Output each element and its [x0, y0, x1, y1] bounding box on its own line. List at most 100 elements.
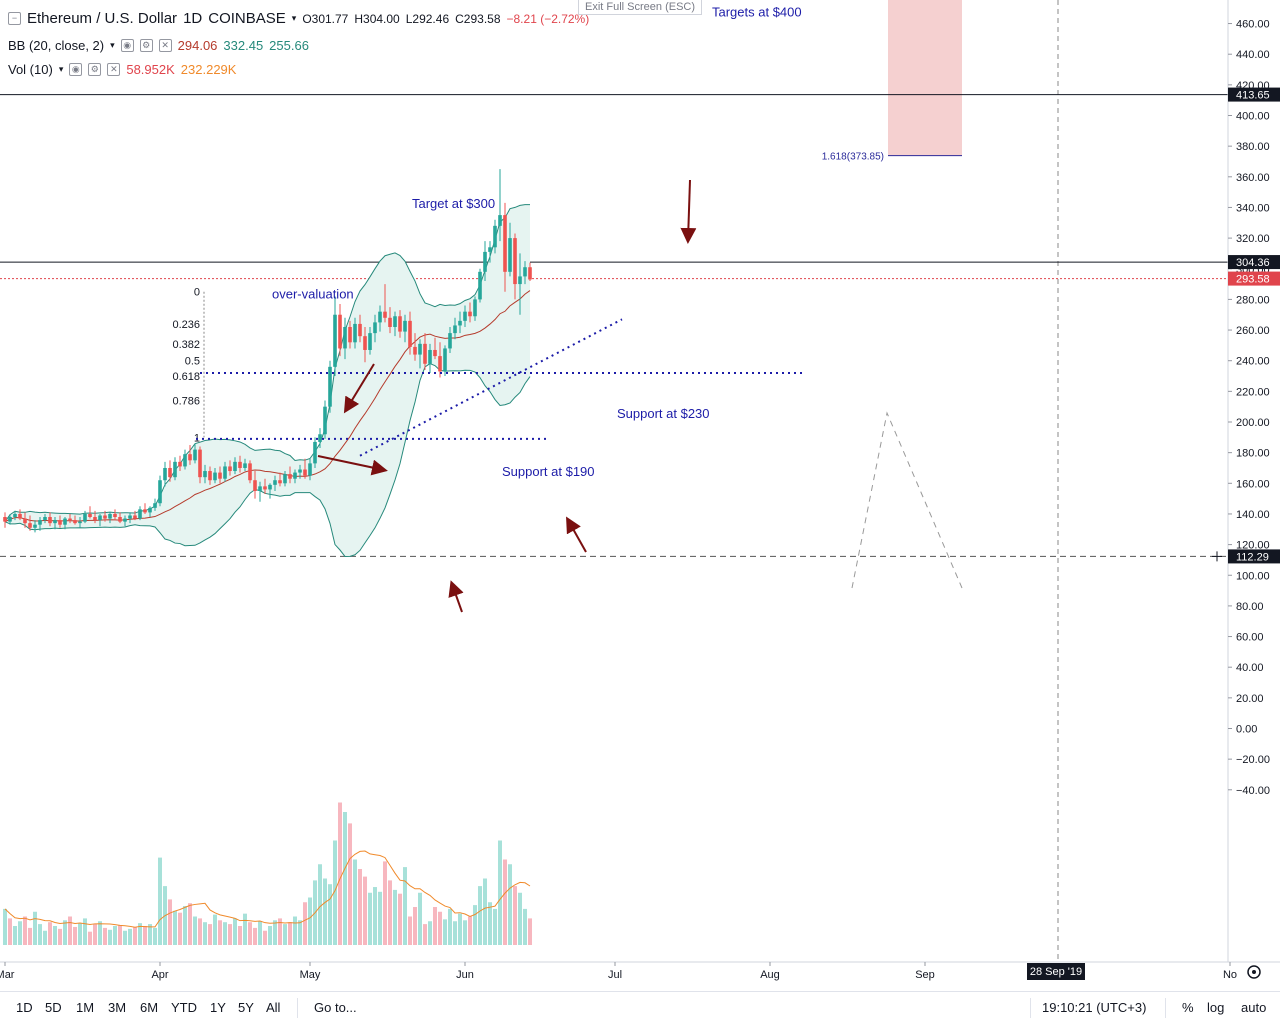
- volume-bar: [448, 908, 452, 945]
- bollinger-mid-line: [4, 290, 531, 523]
- price-tick-label: 140.00: [1236, 509, 1270, 521]
- crosshair-date-badge: [1027, 963, 1085, 980]
- clock-display[interactable]: 19:10:21 (UTC+3): [1042, 1000, 1147, 1015]
- volume-bar: [498, 840, 502, 945]
- candle-body: [123, 518, 127, 522]
- eye-icon[interactable]: ◉: [69, 63, 83, 76]
- candle: [373, 314, 377, 343]
- candle: [193, 443, 197, 464]
- volume-bar: [13, 926, 17, 945]
- candle: [108, 512, 112, 524]
- auto-toggle[interactable]: auto: [1241, 1000, 1267, 1015]
- candle-body: [98, 515, 102, 521]
- close-icon[interactable]: ✕: [107, 63, 121, 76]
- range-1d[interactable]: 1D: [16, 1000, 33, 1015]
- range-5y[interactable]: 5Y: [238, 1000, 254, 1015]
- candle: [388, 307, 392, 334]
- candle-body: [293, 472, 297, 479]
- candle: [303, 458, 307, 479]
- volume-bar: [388, 880, 392, 945]
- bb-label[interactable]: BB (20, close, 2): [8, 38, 105, 53]
- volume-bar: [413, 907, 417, 945]
- eye-icon[interactable]: ◉: [120, 39, 134, 52]
- candle-body: [103, 515, 107, 519]
- volume-bar: [308, 897, 312, 945]
- annotation-text: over-valuation: [272, 286, 354, 301]
- volume-bar: [8, 918, 12, 945]
- volume-bar: [108, 929, 112, 945]
- candle: [8, 513, 12, 525]
- price-tick-label: 200.00: [1236, 417, 1270, 429]
- collapse-icon[interactable]: −: [8, 12, 21, 25]
- price-badge-label: 112.29: [1236, 551, 1269, 563]
- volume-bar: [123, 930, 127, 945]
- candle: [263, 478, 267, 495]
- volume-bar: [433, 907, 437, 945]
- exchange-label[interactable]: COINBASE: [208, 10, 286, 27]
- chevron-down-icon[interactable]: ▾: [291, 13, 297, 23]
- volume-bar: [243, 913, 247, 945]
- candle: [183, 449, 187, 470]
- price-tick-label: 160.00: [1236, 478, 1270, 490]
- candle: [48, 512, 52, 527]
- candle-body: [148, 507, 152, 513]
- volume-bar: [253, 927, 257, 945]
- fib-retracement-label: 0.5: [185, 356, 200, 368]
- volume-bar: [193, 916, 197, 945]
- volume-bar: [33, 911, 37, 945]
- candle: [138, 506, 142, 521]
- exit-fullscreen-tip[interactable]: Exit Full Screen (ESC): [578, 0, 703, 15]
- volume-bar: [73, 926, 77, 945]
- gear-icon[interactable]: ⚙: [88, 63, 102, 76]
- vol-label[interactable]: Vol (10): [8, 62, 53, 77]
- time-tick-label: Jul: [608, 969, 622, 981]
- annotation-text: Support at $190: [502, 464, 595, 479]
- goto-button[interactable]: Go to...: [314, 1000, 357, 1015]
- interval-label[interactable]: 1D: [183, 10, 203, 27]
- candle-body: [43, 517, 47, 521]
- candle: [348, 320, 352, 349]
- bollinger-lower-line: [4, 362, 531, 557]
- price-tick-label: 80.00: [1236, 601, 1264, 613]
- volume-bar: [353, 859, 357, 945]
- range-3m[interactable]: 3M: [108, 1000, 127, 1015]
- candle: [163, 461, 167, 487]
- candle-body: [53, 520, 57, 524]
- chevron-down-icon[interactable]: ▾: [110, 40, 115, 50]
- candle: [98, 513, 102, 527]
- chevron-down-icon[interactable]: ▾: [58, 64, 64, 74]
- price-tick-label: 40.00: [1236, 662, 1264, 674]
- volume-bar: [63, 920, 67, 945]
- range-6m[interactable]: 6M: [140, 1000, 159, 1015]
- annotation-text: Support at $230: [617, 406, 710, 421]
- candle: [448, 326, 452, 354]
- annotation-arrow: [680, 179, 697, 244]
- volume-bar: [398, 893, 402, 945]
- range-1m[interactable]: 1M: [76, 1000, 95, 1015]
- log-toggle[interactable]: log: [1207, 1000, 1225, 1015]
- range-all[interactable]: All: [266, 1000, 281, 1015]
- annotation-arrow: [448, 580, 464, 613]
- range-ytd[interactable]: YTD: [171, 1000, 197, 1015]
- candle: [93, 510, 97, 524]
- candle: [3, 512, 7, 528]
- candle-body: [498, 215, 502, 226]
- percent-toggle[interactable]: %: [1182, 1000, 1194, 1015]
- volume-bar: [523, 908, 527, 945]
- candle-body: [518, 276, 522, 285]
- candle: [78, 517, 82, 528]
- candle-body: [443, 348, 447, 372]
- range-1y[interactable]: 1Y: [210, 1000, 226, 1015]
- range-5d[interactable]: 5D: [45, 1000, 62, 1015]
- candle: [358, 314, 362, 343]
- gear-icon[interactable]: ⚙: [139, 39, 153, 52]
- vol-legend: Vol (10) ▾ ◉ ⚙ ✕ 58.952K 232.229K: [8, 62, 236, 77]
- candle-body: [108, 513, 112, 519]
- candle-body: [463, 311, 467, 321]
- volume-bar: [348, 823, 352, 945]
- close-icon[interactable]: ✕: [158, 39, 172, 52]
- symbol-title[interactable]: Ethereum / U.S. Dollar: [27, 10, 178, 27]
- price-chart[interactable]: 2.618(487.58)1.618(373.85)00.2360.3820.5…: [0, 0, 1280, 991]
- candle-body: [218, 472, 222, 479]
- candle-body: [13, 513, 17, 518]
